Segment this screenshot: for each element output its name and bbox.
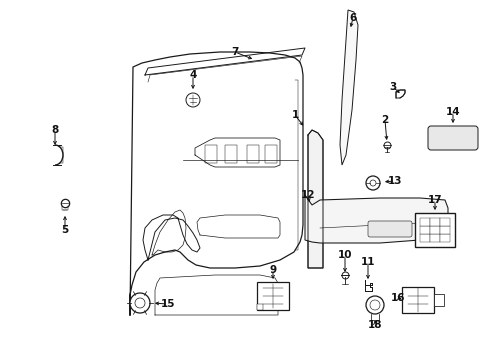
Circle shape <box>365 176 379 190</box>
Bar <box>246 145 259 163</box>
Circle shape <box>369 300 379 310</box>
Text: 9: 9 <box>269 265 276 275</box>
FancyBboxPatch shape <box>367 221 411 237</box>
Bar <box>419 226 429 234</box>
Text: 17: 17 <box>427 195 442 205</box>
Text: 16: 16 <box>390 293 405 303</box>
Polygon shape <box>339 10 357 165</box>
Text: 4: 4 <box>189 70 196 80</box>
Bar <box>224 145 237 163</box>
Text: 5: 5 <box>61 225 68 235</box>
Bar <box>439 226 449 234</box>
Text: 12: 12 <box>300 190 315 200</box>
Bar <box>401 287 433 313</box>
Bar <box>429 218 439 226</box>
Text: 10: 10 <box>337 250 351 260</box>
Text: 1: 1 <box>291 110 298 120</box>
Text: 6: 6 <box>348 13 356 23</box>
Text: 13: 13 <box>387 176 402 186</box>
Polygon shape <box>364 280 371 291</box>
Bar <box>264 145 276 163</box>
Polygon shape <box>307 130 323 268</box>
Polygon shape <box>395 90 404 98</box>
Bar <box>204 145 217 163</box>
Bar <box>429 226 439 234</box>
Bar <box>429 234 439 242</box>
Text: 14: 14 <box>445 107 459 117</box>
Circle shape <box>365 296 383 314</box>
Text: 8: 8 <box>51 125 59 135</box>
Text: 2: 2 <box>381 115 388 125</box>
FancyBboxPatch shape <box>427 126 477 150</box>
Circle shape <box>130 293 150 313</box>
Text: 15: 15 <box>161 299 175 309</box>
Circle shape <box>185 93 200 107</box>
Text: 11: 11 <box>360 257 374 267</box>
Bar <box>419 218 429 226</box>
Bar <box>433 294 443 306</box>
Bar <box>257 304 263 310</box>
Circle shape <box>369 180 375 186</box>
Circle shape <box>135 298 145 308</box>
Bar <box>439 218 449 226</box>
Polygon shape <box>305 195 447 243</box>
Text: 3: 3 <box>388 82 396 92</box>
Bar <box>419 234 429 242</box>
Text: 18: 18 <box>367 320 382 330</box>
Text: 7: 7 <box>231 47 238 57</box>
Bar <box>257 282 288 310</box>
Bar <box>414 213 454 247</box>
Bar <box>439 234 449 242</box>
